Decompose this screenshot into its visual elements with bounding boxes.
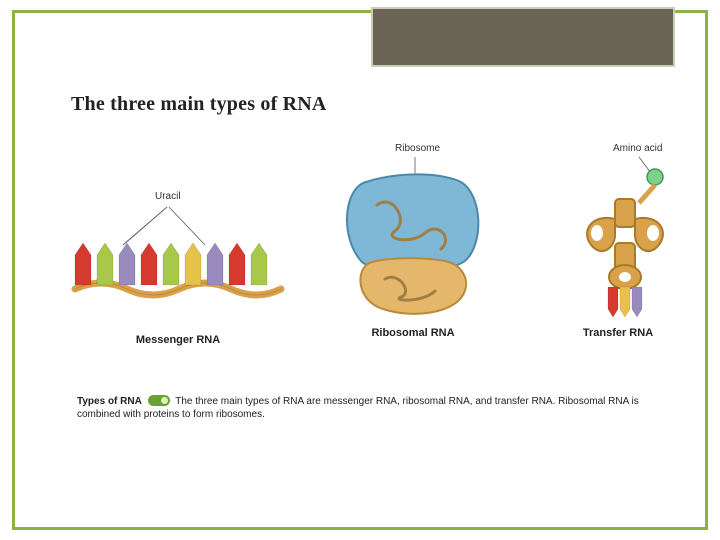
- figure-caption: Types of RNA The three main types of RNA…: [77, 395, 655, 421]
- panel-mrna: Uracil Messenger RNA: [63, 173, 293, 346]
- callout-amino-acid: Amino acid: [613, 143, 662, 154]
- caption-pill-icon: [148, 395, 170, 406]
- panel-trna: Amino acid: [543, 143, 693, 339]
- callout-ribosome: Ribosome: [395, 143, 440, 154]
- panel-rrna: Ribosome Ribosomal RNA: [313, 143, 513, 339]
- rrna-diagram: [313, 143, 513, 328]
- label-rrna: Ribosomal RNA: [313, 327, 513, 339]
- slide-frame: The three main types of RNA Uracil Messe…: [12, 10, 708, 530]
- label-trna: Transfer RNA: [543, 327, 693, 339]
- callout-uracil: Uracil: [155, 191, 181, 202]
- page-title: The three main types of RNA: [71, 93, 327, 116]
- trna-diagram: [543, 143, 693, 328]
- caption-line-1: The three main types of RNA are messenge…: [175, 396, 555, 407]
- corner-accent-box: [371, 7, 675, 67]
- caption-lead: Types of RNA: [77, 396, 142, 407]
- label-mrna: Messenger RNA: [63, 334, 293, 346]
